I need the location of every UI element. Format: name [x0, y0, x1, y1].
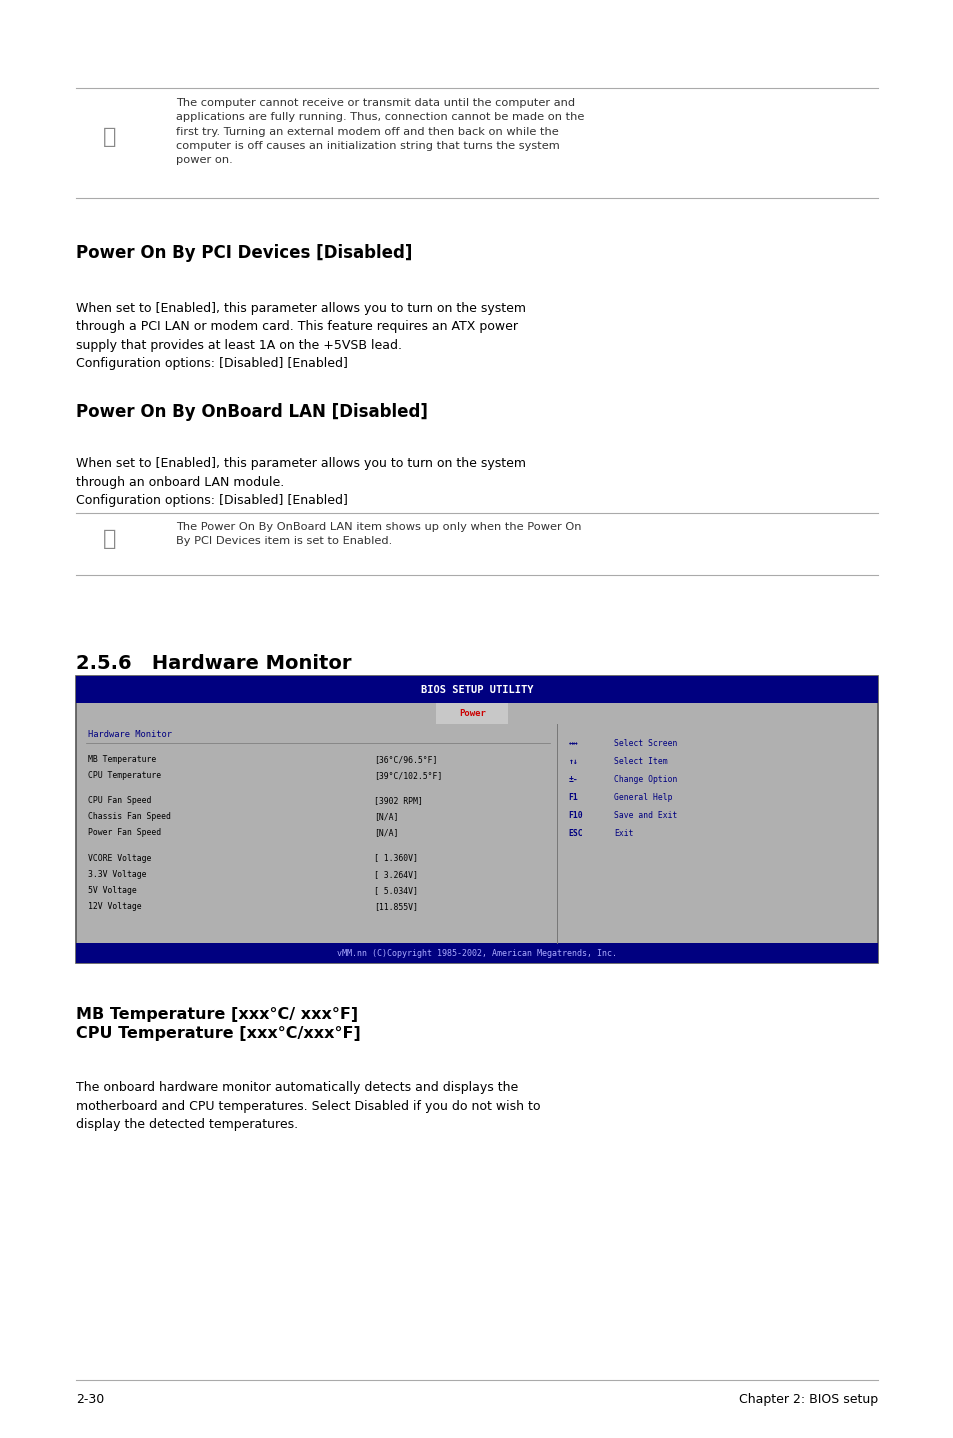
Text: [N/A]: [N/A]: [374, 828, 398, 837]
Text: 2.5.6   Hardware Monitor: 2.5.6 Hardware Monitor: [76, 654, 352, 673]
Text: 🖊: 🖊: [103, 529, 116, 549]
Bar: [76, 676, 877, 703]
Text: VCORE Voltage: VCORE Voltage: [88, 854, 151, 863]
Text: ±-: ±-: [568, 775, 578, 784]
Text: F1: F1: [568, 792, 578, 802]
Text: General Help: General Help: [614, 792, 672, 802]
Text: 12V Voltage: 12V Voltage: [88, 902, 141, 912]
Text: Chassis Fan Speed: Chassis Fan Speed: [88, 812, 171, 821]
Text: vMM.nn (C)Copyright 1985-2002, American Megatrends, Inc.: vMM.nn (C)Copyright 1985-2002, American …: [336, 949, 617, 958]
Text: The Power On By OnBoard LAN item shows up only when the Power On
By PCI Devices : The Power On By OnBoard LAN item shows u…: [176, 522, 581, 546]
Text: [11.855V]: [11.855V]: [374, 902, 417, 912]
Text: ↑↓: ↑↓: [568, 756, 578, 766]
Text: The onboard hardware monitor automatically detects and displays the
motherboard : The onboard hardware monitor automatical…: [76, 1081, 540, 1132]
Text: Change Option: Change Option: [614, 775, 677, 784]
Text: Power On By PCI Devices [Disabled]: Power On By PCI Devices [Disabled]: [76, 244, 413, 263]
Text: ↔↔: ↔↔: [568, 739, 578, 748]
Text: 5V Voltage: 5V Voltage: [88, 886, 136, 894]
Bar: [436, 703, 507, 723]
Text: 2-30: 2-30: [76, 1393, 105, 1406]
Text: MB Temperature [xxx°C/ xxx°F]
CPU Temperature [xxx°C/xxx°F]: MB Temperature [xxx°C/ xxx°F] CPU Temper…: [76, 1007, 360, 1041]
Text: [3902 RPM]: [3902 RPM]: [374, 797, 423, 805]
Text: Select Screen: Select Screen: [614, 739, 677, 748]
Text: Exit: Exit: [614, 828, 633, 838]
Text: 🖊: 🖊: [103, 127, 116, 147]
Text: MB Temperature: MB Temperature: [88, 755, 156, 764]
Text: [N/A]: [N/A]: [374, 812, 398, 821]
Text: The computer cannot receive or transmit data until the computer and
applications: The computer cannot receive or transmit …: [176, 98, 584, 165]
Text: 3.3V Voltage: 3.3V Voltage: [88, 870, 146, 879]
Bar: [76, 676, 877, 963]
Text: Chapter 2: BIOS setup: Chapter 2: BIOS setup: [738, 1393, 877, 1406]
Text: [36°C/96.5°F]: [36°C/96.5°F]: [374, 755, 437, 764]
Text: F10: F10: [568, 811, 582, 820]
Text: When set to [Enabled], this parameter allows you to turn on the system
through a: When set to [Enabled], this parameter al…: [76, 302, 526, 371]
Text: Power On By OnBoard LAN [Disabled]: Power On By OnBoard LAN [Disabled]: [76, 403, 428, 421]
Text: Power Fan Speed: Power Fan Speed: [88, 828, 161, 837]
Text: CPU Fan Speed: CPU Fan Speed: [88, 797, 151, 805]
Text: Select Item: Select Item: [614, 756, 667, 766]
Bar: [76, 943, 877, 963]
Text: Save and Exit: Save and Exit: [614, 811, 677, 820]
Text: When set to [Enabled], this parameter allows you to turn on the system
through a: When set to [Enabled], this parameter al…: [76, 457, 526, 508]
Text: ESC: ESC: [568, 828, 582, 838]
Text: [ 3.264V]: [ 3.264V]: [374, 870, 417, 879]
Text: [39°C/102.5°F]: [39°C/102.5°F]: [374, 771, 442, 779]
Text: Power: Power: [458, 709, 485, 718]
Text: [ 5.034V]: [ 5.034V]: [374, 886, 417, 894]
Text: CPU Temperature: CPU Temperature: [88, 771, 161, 779]
Text: Hardware Monitor: Hardware Monitor: [88, 729, 172, 739]
Text: BIOS SETUP UTILITY: BIOS SETUP UTILITY: [420, 684, 533, 695]
Text: [ 1.360V]: [ 1.360V]: [374, 854, 417, 863]
